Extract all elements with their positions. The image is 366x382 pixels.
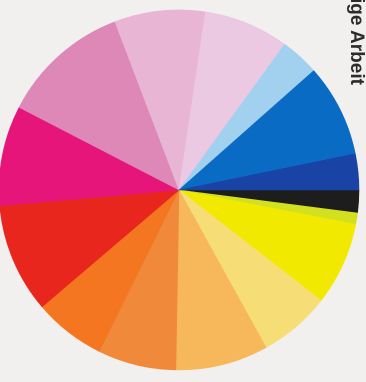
pie-slice-10 (18, 21, 180, 191)
pie-slice-14 (177, 70, 356, 191)
pie-slices (0, 9, 360, 371)
side-text: ige Arbeit (346, 0, 366, 85)
pie-slice-5 (175, 188, 267, 371)
pie-slice-11 (114, 9, 206, 192)
pie-slice-9 (0, 106, 181, 207)
pie-slice-15 (178, 153, 360, 191)
pie-slice-8 (0, 189, 180, 308)
